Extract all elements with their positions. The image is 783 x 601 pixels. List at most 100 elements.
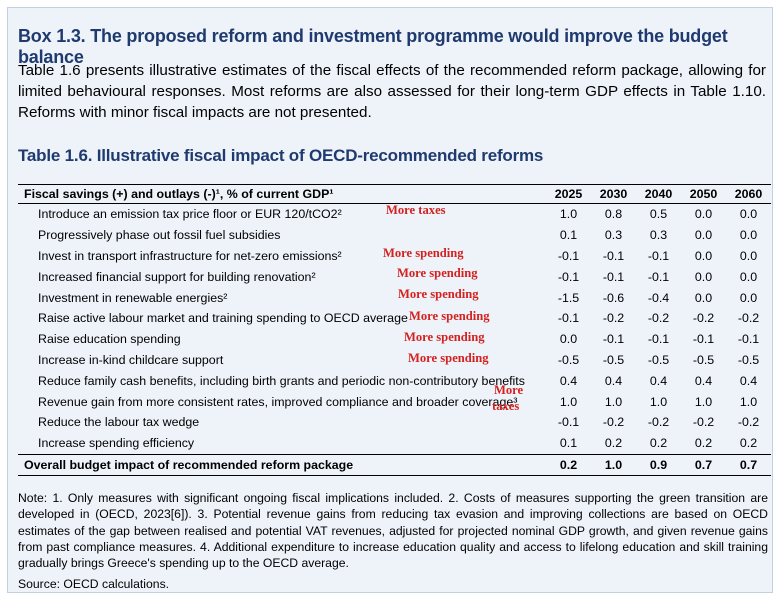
cell-value: -0.5	[692, 352, 715, 367]
row-label: Increase in-kind childcare support	[38, 352, 224, 367]
cell-value: -0.1	[647, 332, 670, 347]
cell-value: -0.4	[647, 290, 670, 305]
cell-value: -0.2	[737, 311, 760, 326]
cell-value: -0.5	[557, 352, 580, 367]
header-year: 2030	[591, 184, 636, 204]
row-label: Revenue gain from more consistent rates,…	[38, 394, 518, 409]
cell-value: 1.0	[559, 394, 578, 409]
box-panel: Box 1.3. The proposed reform and investm…	[7, 7, 773, 593]
cell-value: 1.0	[694, 394, 713, 409]
cell-value: 1.0	[739, 394, 758, 409]
cell-value: -0.1	[557, 311, 580, 326]
row-label: Increase spending efficiency	[38, 436, 195, 451]
annotation-more-spending: More spending	[398, 287, 479, 301]
cell-value: 0.4	[559, 373, 578, 388]
annotation-more-spending: More spending	[383, 246, 464, 260]
cell-value: 1.0	[559, 207, 578, 222]
cell-value: 0.5	[649, 207, 668, 222]
cell-value: -0.1	[602, 332, 625, 347]
cell-value: 0.3	[604, 228, 623, 243]
cell-value: -0.1	[557, 415, 580, 430]
table-title: Table 1.6. Illustrative fiscal impact of…	[18, 146, 544, 165]
row-label: Introduce an emission tax price floor or…	[38, 207, 342, 222]
annotation-more-spending: More spending	[397, 266, 478, 280]
cell-value: 0.4	[694, 373, 713, 388]
table-header-row: Fiscal savings (+) and outlays (-)¹, % o…	[18, 184, 771, 204]
total-value: 0.9	[636, 453, 681, 477]
header-year: 2060	[726, 184, 771, 204]
row-label: Reduce family cash benefits, including b…	[38, 373, 525, 388]
cell-value: 0.0	[559, 332, 578, 347]
cell-value: -0.1	[557, 248, 580, 263]
header-label: Fiscal savings (+) and outlays (-)¹, % o…	[18, 184, 546, 204]
cell-value: -0.1	[737, 332, 760, 347]
table-row: Raise active labour market and training …	[18, 308, 771, 329]
cell-value: 0.4	[739, 373, 758, 388]
cell-value: -0.1	[647, 269, 670, 284]
table-row: Increase in-kind childcare support -0.5 …	[18, 350, 771, 371]
fiscal-impact-table: Fiscal savings (+) and outlays (-)¹, % o…	[18, 184, 771, 477]
box-title: Box 1.3. The proposed reform and investm…	[18, 26, 728, 67]
annotation-more-taxes: More taxes	[386, 203, 446, 217]
cell-value: -0.5	[647, 352, 670, 367]
cell-value: 0.1	[559, 436, 578, 451]
intro-paragraph: Table 1.6 presents illustrative estimate…	[18, 62, 766, 121]
total-label: Overall budget impact of recommended ref…	[18, 453, 546, 477]
table-row: Increased financial support for building…	[18, 266, 771, 287]
total-row: Overall budget impact of recommended ref…	[18, 453, 771, 477]
cell-value: -0.2	[692, 415, 715, 430]
cell-value: 0.2	[604, 436, 623, 451]
cell-value: 0.2	[694, 436, 713, 451]
cell-value: 0.0	[739, 228, 758, 243]
row-label: Progressively phase out fossil fuel subs…	[38, 228, 281, 243]
cell-value: 0.0	[694, 248, 713, 263]
cell-value: 0.3	[649, 228, 668, 243]
row-label: Raise active labour market and training …	[38, 311, 408, 326]
cell-value: -0.5	[602, 352, 625, 367]
header-year: 2025	[546, 184, 591, 204]
table-row: Revenue gain from more consistent rates,…	[18, 391, 771, 412]
cell-value: -0.6	[602, 290, 625, 305]
table-row: Increase spending efficiency 0.1 0.2 0.2…	[18, 433, 771, 454]
cell-value: -0.1	[647, 248, 670, 263]
table-row: Invest in transport infrastructure for n…	[18, 246, 771, 267]
table-row: Raise education spending 0.0 -0.1 -0.1 -…	[18, 329, 771, 350]
cell-value: -0.1	[602, 248, 625, 263]
cell-value: -0.2	[692, 311, 715, 326]
row-label: Increased financial support for building…	[38, 269, 316, 284]
cell-value: -0.1	[602, 269, 625, 284]
cell-value: 0.0	[739, 290, 758, 305]
cell-value: 1.0	[649, 394, 668, 409]
cell-value: -0.2	[647, 415, 670, 430]
total-value: 0.2	[546, 453, 591, 477]
cell-value: 0.2	[739, 436, 758, 451]
cell-value: -0.2	[647, 311, 670, 326]
cell-value: -0.5	[737, 352, 760, 367]
cell-value: 0.0	[739, 248, 758, 263]
row-label: Raise education spending	[38, 332, 181, 347]
cell-value: 0.0	[739, 269, 758, 284]
cell-value: 0.0	[694, 207, 713, 222]
total-value: 1.0	[591, 453, 636, 477]
cell-value: 1.0	[604, 394, 623, 409]
annotation-more-spending: More spending	[409, 309, 490, 323]
total-value: 0.7	[726, 453, 771, 477]
cell-value: 0.0	[694, 269, 713, 284]
annotation-more-taxes-line2: taxes	[492, 399, 520, 413]
table-row: Introduce an emission tax price floor or…	[18, 204, 771, 225]
table-footnote: Note: 1. Only measures with significant …	[18, 491, 768, 571]
cell-value: -0.1	[692, 332, 715, 347]
cell-value: -0.1	[557, 269, 580, 284]
table-row: Reduce family cash benefits, including b…	[18, 370, 771, 391]
cell-value: 0.0	[739, 207, 758, 222]
header-year: 2050	[681, 184, 726, 204]
table-source: Source: OECD calculations.	[18, 577, 170, 591]
table-row: Reduce the labour tax wedge -0.1 -0.2 -0…	[18, 412, 771, 433]
cell-value: 0.1	[559, 228, 578, 243]
table-row: Investment in renewable energies² -1.5 -…	[18, 287, 771, 308]
annotation-more-spending: More spending	[408, 351, 489, 365]
cell-value: -1.5	[557, 290, 580, 305]
annotation-more-spending: More spending	[404, 330, 485, 344]
annotation-more-taxes-line1: More	[494, 383, 524, 397]
total-value: 0.7	[681, 453, 726, 477]
